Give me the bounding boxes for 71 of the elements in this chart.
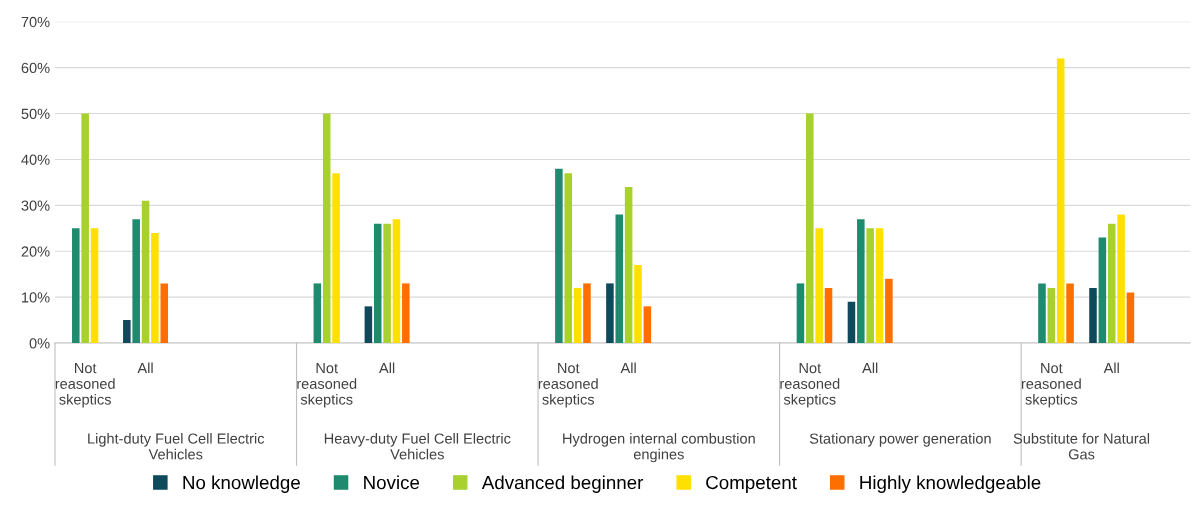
- bar: [90, 228, 99, 344]
- bar: [151, 232, 159, 344]
- text: Substitute for Natural Gas: [1013, 433, 1150, 460]
- x-tick-label: Not reasoned skeptics: [538, 363, 598, 408]
- bar: [141, 200, 150, 344]
- bar: [1056, 58, 1065, 344]
- bar: [322, 113, 331, 344]
- bar: [1047, 287, 1056, 344]
- x-tick-label: All: [1103, 362, 1119, 374]
- bar: [313, 283, 322, 344]
- legend-label: Competent: [706, 475, 797, 493]
- bar: [132, 219, 140, 344]
- y-tick-label: 70%: [21, 16, 50, 28]
- bar: [364, 306, 373, 344]
- y-tick-label: 50%: [21, 108, 50, 119]
- bar: [123, 320, 131, 344]
- bar: [634, 265, 642, 344]
- bar: [1066, 283, 1074, 344]
- text: Stationary power generation: [809, 433, 991, 447]
- bar: [815, 228, 823, 344]
- x-tick-label: All: [379, 362, 395, 374]
- bar: [383, 223, 391, 344]
- text: Heavy-duty Fuel Cell Electric Vehicles: [324, 433, 511, 460]
- bar: [402, 283, 410, 344]
- bar: [847, 301, 856, 344]
- bar: [81, 113, 89, 344]
- bar: [564, 173, 573, 344]
- bar: [1038, 283, 1046, 344]
- bar: [332, 173, 340, 344]
- x-tick-label: Not reasoned skeptics: [297, 363, 357, 408]
- bar: [392, 219, 401, 344]
- bar: [857, 219, 865, 344]
- y-tick-label: 40%: [21, 154, 50, 165]
- bar: [555, 168, 563, 344]
- bar: [885, 278, 893, 344]
- legend-label: Advanced beginner: [481, 475, 644, 493]
- x-tick-label: Not reasoned skeptics: [780, 363, 840, 408]
- bar: [643, 306, 652, 344]
- y-tick-label: 20%: [21, 246, 50, 257]
- y-tick-label: 60%: [21, 62, 50, 74]
- legend-label: Highly knowledgeable: [860, 475, 1041, 493]
- bar: [606, 283, 614, 344]
- bar: [615, 214, 624, 344]
- y-tick-label: 30%: [21, 200, 50, 211]
- bar: [1098, 237, 1107, 344]
- bar: [624, 187, 633, 344]
- x-tick-label: All: [620, 362, 636, 374]
- legend-label: Novice: [364, 475, 420, 490]
- bar: [72, 228, 80, 344]
- text: Hydrogen internal combustion engines: [563, 433, 755, 463]
- bar: [1117, 214, 1125, 344]
- bar: [824, 287, 833, 344]
- bar: [796, 283, 805, 344]
- bar: [373, 223, 382, 344]
- bar: [866, 228, 874, 344]
- x-tick-label: Not reasoned skeptics: [1021, 363, 1081, 408]
- x-tick-label: All: [862, 362, 878, 374]
- text: Light-duty Fuel Cell Electric Vehicles: [88, 433, 265, 460]
- bar: [1107, 223, 1116, 344]
- x-tick-label: All: [137, 362, 153, 374]
- bar: [160, 283, 169, 344]
- bar: [1089, 287, 1097, 344]
- bar: [583, 283, 591, 344]
- y-tick-label: 0%: [29, 338, 50, 349]
- y-tick-label: 10%: [22, 292, 50, 303]
- bar: [573, 287, 582, 344]
- bar: [1126, 292, 1135, 344]
- x-tick-label: Not reasoned skeptics: [55, 363, 115, 408]
- bar: [806, 113, 814, 344]
- bar: [875, 228, 884, 344]
- legend-label: No knowledge: [183, 475, 300, 493]
